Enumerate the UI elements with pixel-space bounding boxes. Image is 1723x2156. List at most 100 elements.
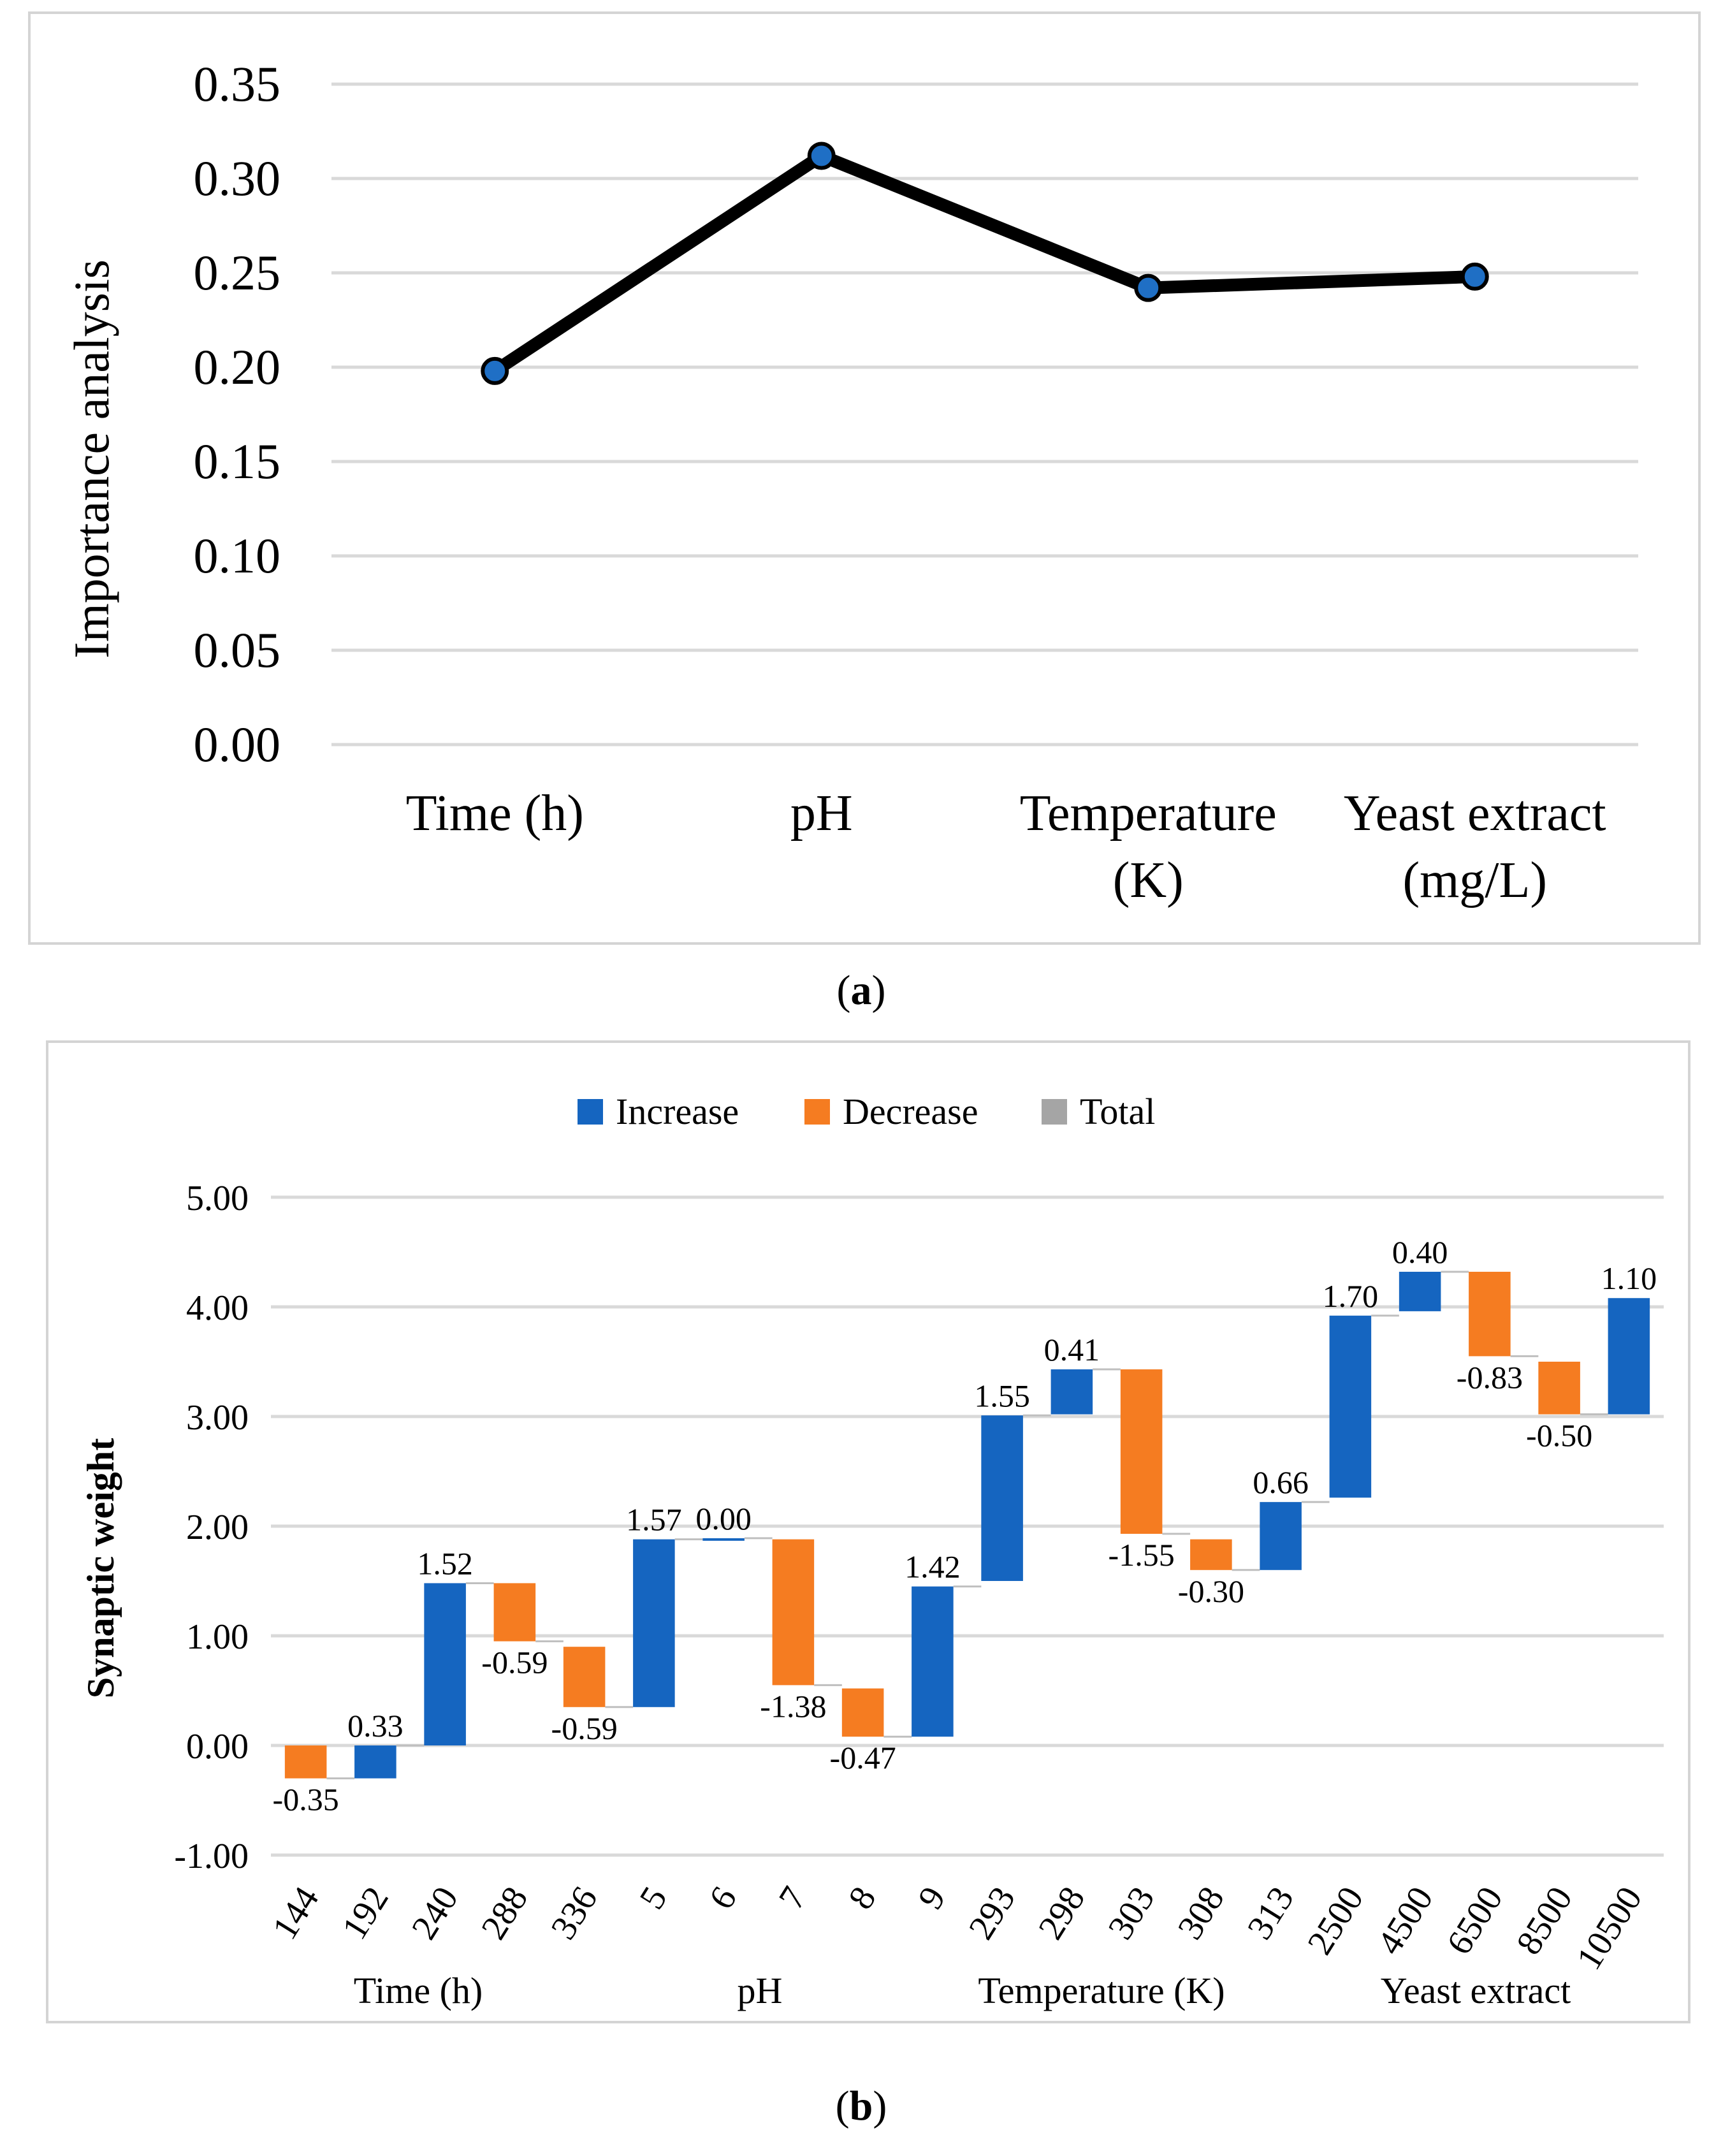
waterfall-bar — [284, 1745, 327, 1779]
y-tick-label: 0.30 — [194, 150, 281, 206]
waterfall-bar — [424, 1583, 466, 1745]
waterfall-bar — [633, 1539, 675, 1707]
waterfall-bar — [702, 1538, 745, 1541]
data-label: -0.59 — [551, 1710, 618, 1746]
data-label: -0.50 — [1526, 1418, 1592, 1453]
x-category-label: 288 — [474, 1880, 535, 1946]
data-label: 1.55 — [974, 1378, 1030, 1413]
x-category-label: 8500 — [1509, 1880, 1580, 1962]
x-category-label: (mg/L) — [1402, 852, 1547, 908]
panel-a-line-chart: 0.00 0.05 0.10 0.15 0.20 0.25 0.30 0.35 Importa… — [28, 11, 1701, 945]
series-line — [491, 149, 1476, 377]
data-label: -0.35 — [273, 1782, 339, 1817]
legend: Increase Decrease Total — [578, 1091, 1155, 1132]
x-category-label: 293 — [961, 1880, 1023, 1946]
y-tick-label: 3.00 — [186, 1398, 249, 1438]
waterfall-bar — [841, 1688, 884, 1737]
x-category-label: 2500 — [1300, 1880, 1371, 1962]
waterfall-bar — [493, 1583, 536, 1642]
y-tick-label: 0.25 — [194, 245, 281, 300]
data-label: 0.66 — [1253, 1464, 1309, 1500]
panel-a-frame — [28, 11, 1701, 945]
x-category-label: 298 — [1031, 1880, 1093, 1946]
waterfall-bar — [563, 1647, 606, 1707]
data-label: 0.40 — [1392, 1234, 1448, 1270]
x-category-label: Yeast extract — [1344, 785, 1606, 841]
waterfall-bar — [1120, 1369, 1163, 1534]
caption-b: (b) — [836, 2083, 887, 2129]
data-point — [1134, 273, 1163, 302]
y-tick-label: 0.05 — [194, 622, 281, 678]
x-category-label: 4500 — [1370, 1880, 1441, 1962]
data-label: 1.70 — [1323, 1278, 1379, 1314]
x-category-label: Temperature — [1020, 785, 1277, 841]
caption-a: (a) — [837, 967, 886, 1014]
y-tick-label: 0.00 — [186, 1727, 249, 1766]
x-category-label: 8 — [841, 1880, 883, 1916]
data-label: 1.42 — [905, 1549, 961, 1585]
y-axis-title: Importance analysis — [64, 259, 119, 659]
legend-swatch-increase — [578, 1099, 603, 1125]
x-category-label: 308 — [1170, 1880, 1232, 1946]
y-axis-title: Synaptic weight — [80, 1438, 122, 1698]
data-point — [1460, 262, 1489, 291]
y-tick-label: 0.20 — [194, 339, 281, 395]
waterfall-bar — [981, 1415, 1023, 1581]
legend-label-increase: Increase — [616, 1091, 739, 1132]
y-tick-label: -1.00 — [174, 1837, 249, 1876]
data-label: 1.57 — [626, 1502, 682, 1538]
x-category-label: 6500 — [1439, 1880, 1511, 1962]
waterfall-bar — [1260, 1502, 1302, 1570]
x-category-label: 10500 — [1569, 1880, 1650, 1977]
legend-swatch-decrease — [804, 1099, 830, 1125]
x-group-label: Temperature (K) — [978, 1970, 1225, 2011]
x-category-label: pH — [790, 785, 853, 841]
x-group-label: Yeast extract — [1381, 1970, 1571, 2011]
x-category-label: 192 — [335, 1880, 396, 1946]
x-group-label: pH — [738, 1970, 783, 2011]
x-category-label: 5 — [632, 1880, 674, 1916]
waterfall-bar — [912, 1586, 954, 1737]
y-tick-label: 0.15 — [194, 433, 281, 489]
legend-label-total: Total — [1080, 1091, 1155, 1132]
x-category-label: 6 — [702, 1880, 745, 1916]
data-label: -0.30 — [1178, 1573, 1244, 1609]
x-category-label: Time (h) — [406, 785, 584, 841]
data-label: 1.10 — [1601, 1260, 1657, 1296]
data-label: 0.33 — [347, 1708, 403, 1744]
x-category-label: 313 — [1240, 1880, 1302, 1946]
waterfall-bar — [1190, 1539, 1232, 1570]
waterfall-bar — [1399, 1271, 1441, 1311]
data-label: -1.55 — [1109, 1537, 1175, 1573]
x-category-label: 144 — [265, 1880, 327, 1946]
waterfall-bar — [772, 1539, 815, 1686]
x-category-label: 240 — [404, 1880, 466, 1946]
x-category-label: (K) — [1113, 852, 1184, 908]
waterfall-bar — [1608, 1298, 1650, 1415]
legend-swatch-total — [1042, 1099, 1067, 1125]
x-category-label: 7 — [771, 1880, 814, 1916]
y-tick-label: 0.10 — [194, 528, 281, 583]
y-tick-label: 2.00 — [186, 1508, 249, 1547]
y-tick-label: 4.00 — [186, 1288, 249, 1328]
y-tick-label: 5.00 — [186, 1179, 249, 1218]
data-label: 1.52 — [417, 1545, 473, 1581]
data-point — [807, 142, 836, 170]
panel-b-frame — [46, 1040, 1690, 2023]
y-tick-label: 0.35 — [194, 56, 281, 112]
data-label: -0.59 — [481, 1645, 548, 1680]
waterfall-bar — [1538, 1362, 1580, 1415]
data-label: -0.83 — [1457, 1359, 1523, 1395]
waterfall-bar — [1329, 1315, 1372, 1498]
waterfall-bar — [354, 1745, 396, 1779]
data-label: 0.41 — [1044, 1332, 1100, 1367]
y-tick-label: 0.00 — [194, 717, 281, 772]
waterfall-bar — [1051, 1369, 1093, 1415]
data-label: -1.38 — [760, 1688, 826, 1724]
x-category-label: 336 — [544, 1880, 606, 1946]
waterfall-bar — [1469, 1271, 1511, 1357]
data-label: -0.47 — [830, 1740, 896, 1775]
x-category-label: 303 — [1101, 1880, 1163, 1946]
x-category-label: 9 — [910, 1880, 953, 1916]
